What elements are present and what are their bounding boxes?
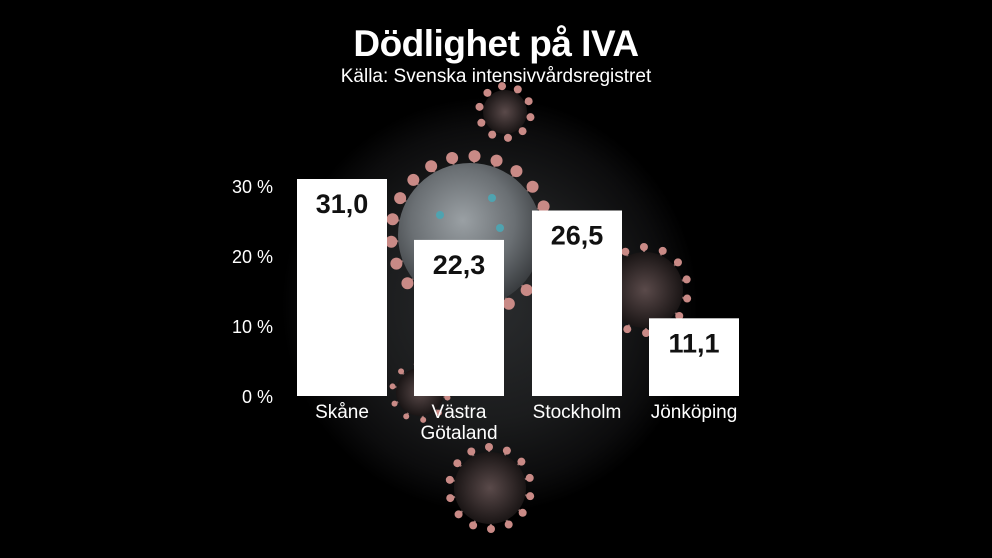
data-label: 11,1	[668, 328, 719, 358]
bar	[297, 179, 387, 396]
y-tick-label: 10 %	[232, 317, 273, 337]
data-label: 26,5	[551, 221, 604, 251]
chart-subtitle: Källa: Svenska intensivvårdsregistret	[340, 66, 652, 87]
category-label: Västra	[432, 402, 487, 423]
bar	[532, 210, 622, 396]
category-label: Stockholm	[533, 402, 622, 423]
y-tick-label: 20 %	[232, 247, 273, 267]
virus-icon	[475, 82, 535, 142]
category-label: Jönköping	[651, 402, 738, 423]
data-label: 22,3	[433, 250, 486, 280]
category-label: Götaland	[420, 423, 497, 444]
y-tick-label: 0 %	[242, 387, 273, 407]
bar	[649, 318, 739, 396]
category-label: Skåne	[315, 402, 369, 423]
virus-icon	[445, 443, 535, 533]
y-tick-label: 30 %	[232, 177, 273, 197]
data-label: 31,0	[316, 189, 369, 219]
chart-title: Dödlighet på IVA	[353, 23, 639, 64]
bar	[414, 239, 504, 396]
